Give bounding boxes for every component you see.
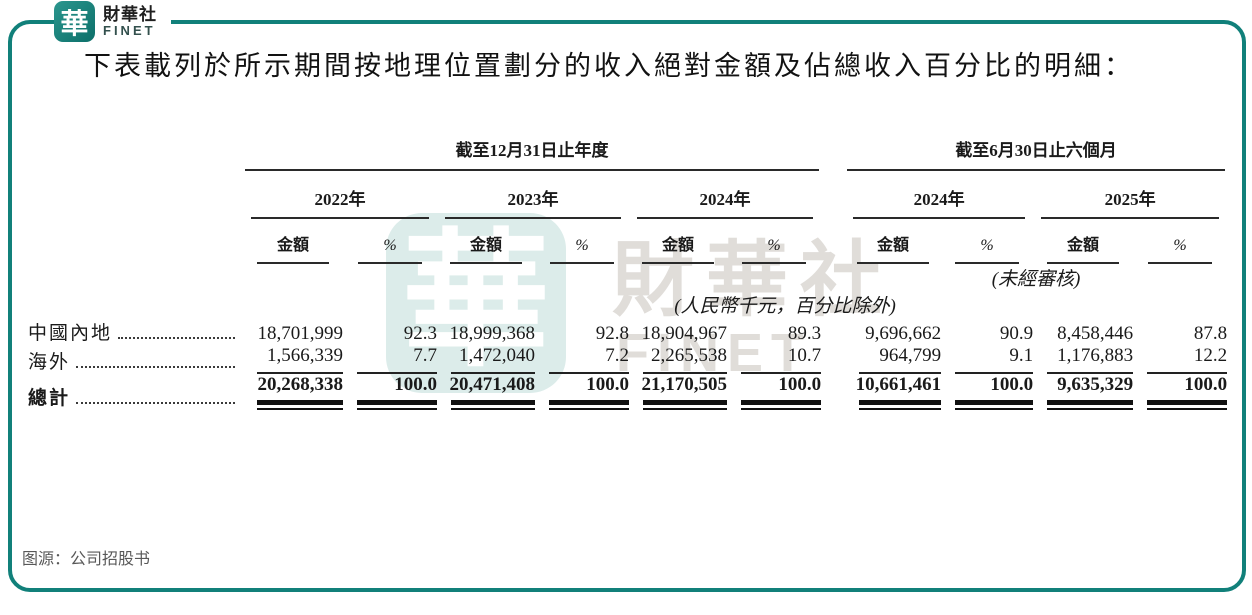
table-unit-note-row: (人民幣千元，百分比除外) <box>28 291 1227 318</box>
table-row-total: 總計 20,268,338 100.0 20,471,408 100.0 21,… <box>28 374 1228 410</box>
double-rule <box>549 400 629 410</box>
cell-value: 7.7 <box>357 345 437 374</box>
col-header-pct: % <box>343 219 437 264</box>
double-rule <box>1147 400 1228 410</box>
cell-value: 100.0 <box>990 374 1034 395</box>
dot-leader <box>118 336 235 339</box>
dot-leader <box>76 401 235 404</box>
year-2024-interim: 2024年 <box>845 171 1033 219</box>
cell-value: 10,661,461 <box>855 374 942 395</box>
cell-value: 20,471,408 <box>449 374 536 395</box>
cell-value: 9,635,329 <box>1057 374 1134 395</box>
finet-logo-icon: 華 <box>54 1 95 42</box>
cell-value: 18,999,368 <box>449 323 536 344</box>
group-header-interim: 截至6月30日止六個月 <box>845 136 1227 171</box>
cell-value: 92.8 <box>595 323 629 344</box>
cell-value: 20,268,338 <box>257 374 344 395</box>
cell-value: 18,701,999 <box>257 323 344 344</box>
article-title: 下表載列於所示期間按地理位置劃分的收入絕對金額及佔總收入百分比的明細： <box>84 51 1134 81</box>
finet-logo-text: 財華社 FINET <box>95 3 171 40</box>
table-row-mainland-china: 中國內地 18,701,999 92.3 18,999,368 92.8 18,… <box>28 318 1227 345</box>
finet-logo-name-en: FINET <box>103 22 156 38</box>
image-source-caption: 图源：公司招股书 <box>22 551 151 568</box>
revenue-by-geography-table: 截至12月31日止年度 截至6月30日止六個月 2022年 2023年 2024… <box>28 136 1228 410</box>
dot-leader <box>76 365 235 368</box>
watermark-logo-glyph: 華 <box>402 221 550 385</box>
cell-value: 90.9 <box>999 323 1034 344</box>
double-rule <box>357 400 437 410</box>
double-rule <box>643 400 727 410</box>
col-header-pct: % <box>1133 219 1227 264</box>
cell-value: 100.0 <box>1184 374 1228 395</box>
row-label: 中國內地 <box>28 323 113 344</box>
table-year-header-row: 2022年 2023年 2024年 2024年 2025年 <box>28 171 1227 219</box>
cell-value: 12.2 <box>1147 345 1228 374</box>
cell-value: 9,696,662 <box>865 323 942 344</box>
finet-logo-glyph: 華 <box>60 8 89 40</box>
cell-value: 87.8 <box>1193 323 1228 344</box>
finet-logo: 華 財華社 FINET <box>54 1 171 42</box>
cell-value: 100.0 <box>394 374 437 395</box>
watermark-text-zh: 財華社 <box>612 235 895 326</box>
table-subheader-row: 金額 % 金額 % 金額 % 金額 % 金額 % <box>28 219 1227 264</box>
cell-value: 21,170,505 <box>641 374 728 395</box>
col-header-pct: % <box>727 219 821 264</box>
col-header-pct: % <box>535 219 629 264</box>
year-2022: 2022年 <box>243 171 437 219</box>
cell-value: 100.0 <box>778 374 822 395</box>
unit-note: (人民幣千元，百分比除外) <box>674 296 896 317</box>
double-rule <box>451 400 535 410</box>
year-2024: 2024年 <box>629 171 821 219</box>
double-rule <box>741 400 822 410</box>
row-label: 海外 <box>28 352 71 373</box>
cell-value: 89.3 <box>787 323 822 344</box>
table-row-overseas: 海外 1,566,339 7.7 1,472,040 7.2 2,265,538… <box>28 345 1228 374</box>
col-header-amount: 金額 <box>243 219 343 264</box>
double-rule <box>257 400 343 410</box>
row-label: 總計 <box>28 388 71 409</box>
cell-value: 7.2 <box>549 345 629 374</box>
cell-value: 8,458,446 <box>1057 323 1134 344</box>
page-border-frame <box>8 20 1246 592</box>
cell-value: 1,176,883 <box>1047 345 1134 374</box>
year-2025-interim: 2025年 <box>1033 171 1227 219</box>
cell-value: 1,472,040 <box>451 345 535 374</box>
group-header-annual: 截至12月31日止年度 <box>243 136 821 171</box>
cell-value: 964,799 <box>859 345 942 374</box>
col-header-pct: % <box>941 219 1033 264</box>
watermark-logo-square: 華 <box>386 213 566 393</box>
double-rule <box>1047 400 1134 410</box>
col-header-amount: 金額 <box>629 219 727 264</box>
cell-value: 9.1 <box>955 345 1034 374</box>
cell-value: 10.7 <box>741 345 822 374</box>
col-header-amount: 金額 <box>845 219 941 264</box>
col-header-amount: 金額 <box>1033 219 1133 264</box>
double-rule <box>955 400 1034 410</box>
table-unaudited-row: (未經審核) <box>28 264 1227 291</box>
year-2023: 2023年 <box>437 171 629 219</box>
cell-value: 2,265,538 <box>643 345 727 374</box>
unaudited-note: (未經審核) <box>991 269 1081 290</box>
cell-value: 1,566,339 <box>257 345 343 374</box>
cell-value: 92.3 <box>403 323 437 344</box>
cell-value: 18,904,967 <box>641 323 728 344</box>
table-group-header-row: 截至12月31日止年度 截至6月30日止六個月 <box>28 136 1227 171</box>
double-rule <box>859 400 942 410</box>
finet-logo-name-zh: 財華社 <box>103 4 157 24</box>
watermark-text-en: FINET <box>616 323 812 383</box>
col-header-amount: 金額 <box>437 219 535 264</box>
cell-value: 100.0 <box>586 374 629 395</box>
